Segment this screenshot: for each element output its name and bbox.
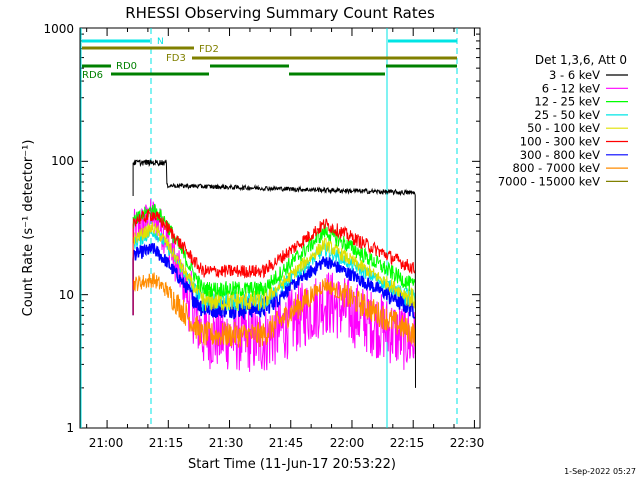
annotation-fd2: FD2 [199, 44, 219, 55]
y-tick-label-100: 100 [51, 154, 74, 168]
x-tick-label-2145: 21:45 [269, 436, 304, 450]
annotation-n: N [157, 37, 164, 47]
x-tick-label-2200: 22:00 [330, 436, 365, 450]
plot-frame [79, 27, 481, 429]
x-tick-label-2100: 21:00 [89, 436, 124, 450]
annotation-rd0: RD0 [116, 61, 137, 72]
series-line-50-100-kev [132, 221, 416, 312]
chart-title: RHESSI Observing Summary Count Rates [125, 4, 435, 22]
legend-label: 100 - 300 keV [520, 135, 600, 149]
legend-label: 25 - 50 keV [534, 108, 600, 122]
y-tick-label-1000: 1000 [43, 22, 74, 36]
x-axis-label: Start Time (11-Jun-17 20:53:22) [188, 457, 396, 472]
series-line-100-300-kev [132, 209, 416, 316]
series-line-6-12-kev [132, 198, 416, 372]
x-tick-label-2115: 21:15 [149, 436, 184, 450]
y-axis-label: Count Rate (s⁻¹ detector⁻¹) [21, 140, 36, 317]
state-overlays [80, 28, 458, 428]
series-layer [132, 159, 416, 388]
y-tick-label-1: 1 [66, 421, 74, 435]
y-tick-label-10: 10 [59, 288, 74, 302]
x-tick-label-2215: 22:15 [390, 436, 425, 450]
legend-label: 50 - 100 keV [527, 121, 600, 135]
legend-label: 7000 - 15000 keV [498, 174, 600, 188]
legend-label: 800 - 7000 keV [512, 161, 600, 175]
legend-title: Det 1,3,6, Att 0 [535, 53, 627, 67]
series-line-300-800-kev [132, 242, 416, 321]
annotation-fd3: FD3 [166, 53, 186, 64]
legend-label: 6 - 12 keV [542, 81, 600, 95]
annotation-rd6: RD6 [82, 70, 103, 81]
legend-label: 300 - 800 keV [520, 148, 600, 162]
timestamp: 1-Sep-2022 05:27 [564, 467, 636, 476]
x-tick-label-2230: 22:30 [450, 436, 485, 450]
series-line-800-7000-kev [132, 272, 416, 348]
legend-label: 12 - 25 keV [534, 95, 600, 109]
series-line-3-6-kev [132, 159, 416, 388]
x-tick-label-2130: 21:30 [209, 436, 244, 450]
legend-label: 3 - 6 keV [549, 68, 600, 82]
